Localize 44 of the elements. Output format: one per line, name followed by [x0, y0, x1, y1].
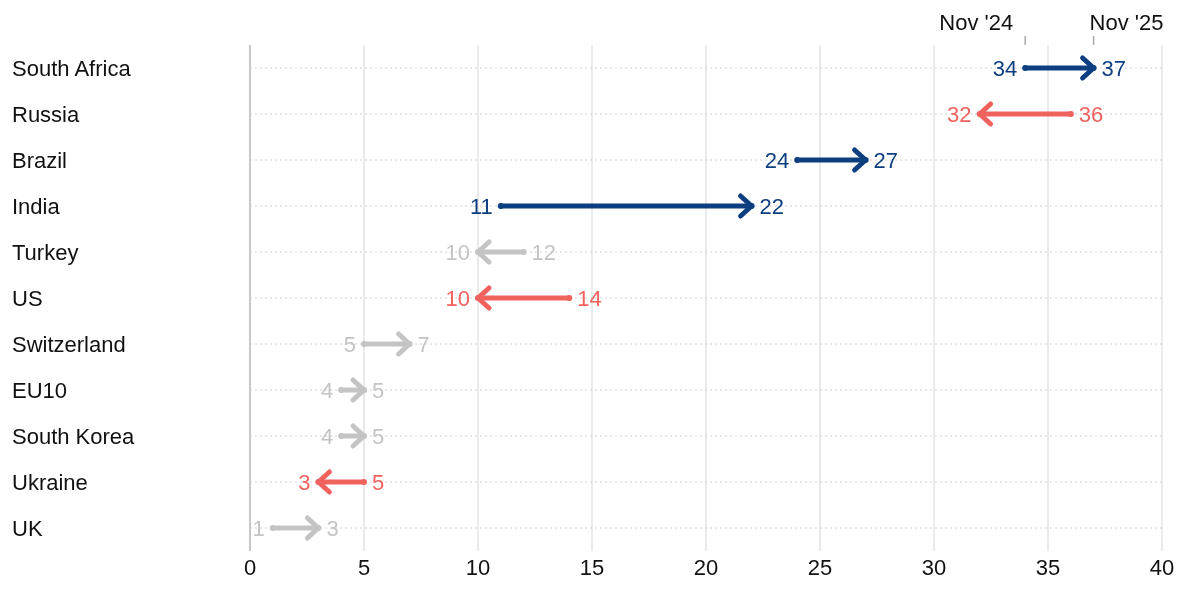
data-label: 3 — [326, 515, 339, 541]
x-tick-label: 10 — [465, 554, 491, 580]
x-tick-label: 30 — [921, 554, 947, 580]
y-tick-label: EU10 — [12, 377, 68, 403]
data-label: 5 — [343, 331, 356, 357]
y-tick-label: South Africa — [12, 55, 132, 81]
x-tick-label: 35 — [1035, 554, 1061, 580]
y-tick-label: Russia — [12, 101, 81, 127]
data-label: 10 — [445, 239, 470, 265]
data-label: 37 — [1101, 55, 1127, 81]
y-tick-label: UK — [12, 515, 43, 541]
data-label: 5 — [372, 423, 385, 449]
data-label: 22 — [759, 193, 785, 219]
y-tick-label: Ukraine — [12, 469, 88, 495]
data-label: 24 — [764, 147, 790, 173]
data-label: 12 — [531, 239, 557, 265]
series-label: Nov '25 — [1089, 10, 1164, 35]
y-tick-label: US — [12, 285, 43, 311]
data-label: 5 — [372, 469, 385, 495]
series-label: Nov '24 — [939, 10, 1014, 35]
data-label: 32 — [947, 101, 972, 127]
data-label: 27 — [873, 147, 899, 173]
x-tick-label: 5 — [357, 554, 371, 580]
data-label: 4 — [320, 377, 334, 403]
data-label: 1 — [252, 515, 265, 541]
data-label: 34 — [992, 55, 1018, 81]
data-label: 14 — [577, 285, 602, 311]
data-label: 5 — [372, 377, 385, 403]
data-label: 10 — [445, 285, 470, 311]
y-tick-label: India — [12, 193, 61, 219]
data-label: 3 — [298, 469, 311, 495]
y-tick-label: Brazil — [12, 147, 68, 173]
data-label: 36 — [1078, 101, 1104, 127]
data-label: 11 — [469, 193, 493, 219]
x-tick-label: 25 — [807, 554, 833, 580]
data-label: 7 — [417, 331, 430, 357]
data-label: 4 — [320, 423, 334, 449]
x-tick-label: 15 — [579, 554, 605, 580]
x-tick-label: 40 — [1149, 554, 1175, 580]
x-tick-label: 20 — [693, 554, 719, 580]
x-tick-label: 0 — [243, 554, 257, 580]
y-tick-label: Switzerland — [12, 331, 126, 357]
y-tick-label: South Korea — [12, 423, 136, 449]
y-tick-label: Turkey — [12, 239, 79, 265]
